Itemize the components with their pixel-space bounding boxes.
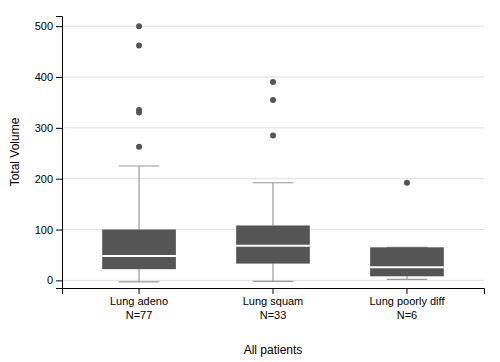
y-tick-mark <box>56 179 62 180</box>
whisker-low <box>272 264 273 282</box>
y-tick: 500 <box>35 20 62 32</box>
y-tick-mark <box>56 128 62 129</box>
whisker-cap-high <box>253 182 294 183</box>
box-group <box>370 180 444 280</box>
outlier <box>136 42 142 48</box>
box-group <box>102 23 176 282</box>
y-tick: 200 <box>35 173 62 185</box>
x-tick: Lung poorly diffN=6 <box>369 288 445 321</box>
x-tick: Lung adenoN=77 <box>110 288 168 321</box>
whisker-high <box>272 183 273 226</box>
x-tick-mark <box>273 288 274 294</box>
outlier <box>270 132 276 138</box>
grid-line <box>62 178 484 179</box>
y-tick-mark <box>56 77 62 78</box>
median <box>236 245 310 247</box>
grid-line <box>62 26 484 27</box>
box-group <box>236 79 310 281</box>
x-tick-label: Lung squamN=33 <box>243 295 304 321</box>
marks <box>102 23 444 282</box>
outlier <box>136 107 142 113</box>
grid-line <box>62 77 484 78</box>
outlier <box>270 97 276 103</box>
y-tick-label: 500 <box>35 20 53 32</box>
y-tick-label: 0 <box>47 274 53 286</box>
y-tick-mark <box>56 26 62 27</box>
box <box>236 225 310 263</box>
x-tick-mark <box>139 288 140 294</box>
x-axis: Lung adenoN=77 Lung squamN=33 Lung poorly … <box>63 288 485 321</box>
grid-line <box>62 127 484 128</box>
whisker-cap-low <box>387 279 428 280</box>
x-tick-label: Lung poorly diffN=6 <box>369 295 445 321</box>
x-tick-mark <box>406 288 407 294</box>
box <box>102 230 176 270</box>
y-tick: 400 <box>35 71 62 83</box>
outlier <box>404 180 410 186</box>
y-tick-label: 300 <box>35 122 53 134</box>
y-tick: 0 <box>47 274 62 286</box>
whisker-cap-high <box>119 165 160 166</box>
x-axis-title: All patients <box>244 343 303 357</box>
chart: 0 100 200 300 400 500 Lung adenoN=77 Lung squam… <box>0 0 500 362</box>
grid <box>62 26 484 280</box>
whisker-low <box>138 269 139 282</box>
box <box>370 247 444 276</box>
x-tick-label: Lung adenoN=77 <box>110 295 168 321</box>
y-axis-title: Total Volume <box>8 117 22 186</box>
y-axis: 0 100 200 300 400 500 <box>35 17 63 289</box>
y-tick: 100 <box>35 224 62 236</box>
median <box>102 255 176 257</box>
plot: 0 100 200 300 400 500 Lung adenoN=77 Lung squam… <box>35 17 485 321</box>
outlier <box>136 23 142 29</box>
y-tick-label: 400 <box>35 71 53 83</box>
whisker-cap-low <box>253 281 294 282</box>
y-tick-mark <box>56 230 62 231</box>
whisker-high <box>138 166 139 230</box>
median <box>370 266 444 268</box>
whisker-cap-low <box>119 281 160 282</box>
y-tick: 300 <box>35 122 62 134</box>
y-tick-mark <box>56 280 62 281</box>
outlier <box>136 144 142 150</box>
y-tick-label: 200 <box>35 173 53 185</box>
x-tick: Lung squamN=33 <box>243 288 304 321</box>
x-axis-line <box>63 289 485 295</box>
outlier <box>270 79 276 85</box>
y-axis-line <box>56 17 63 289</box>
y-tick-label: 100 <box>35 224 53 236</box>
